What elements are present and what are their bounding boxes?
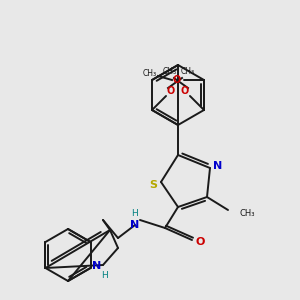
Text: O: O xyxy=(195,237,205,247)
Text: O: O xyxy=(181,86,189,96)
Text: N: N xyxy=(213,161,223,171)
Text: H: H xyxy=(102,271,108,280)
Text: O: O xyxy=(167,86,175,96)
Text: CH₃: CH₃ xyxy=(240,208,256,217)
Text: CH₃: CH₃ xyxy=(143,70,157,79)
Text: CH₃: CH₃ xyxy=(181,68,195,76)
Text: H: H xyxy=(132,209,138,218)
Text: N: N xyxy=(130,220,140,230)
Text: CH₃: CH₃ xyxy=(163,68,177,76)
Text: O: O xyxy=(173,75,181,85)
Text: S: S xyxy=(149,180,157,190)
Text: N: N xyxy=(92,261,102,271)
